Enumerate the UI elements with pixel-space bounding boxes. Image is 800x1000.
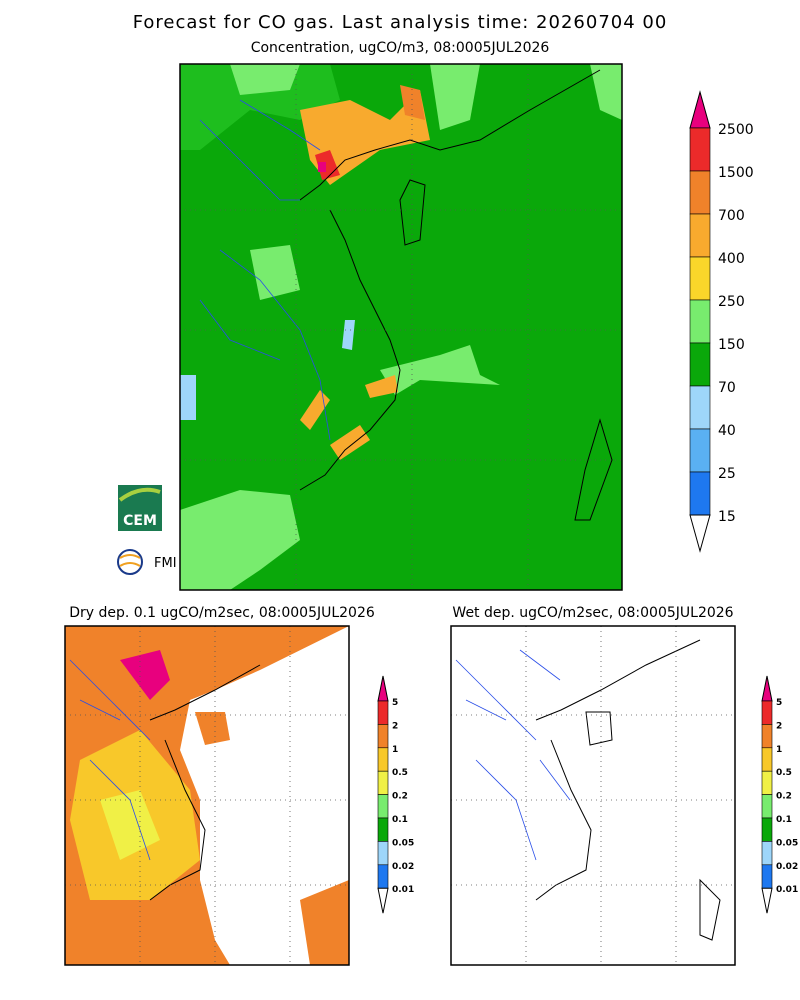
legend-label: 1 — [776, 745, 782, 755]
legend-swatch — [689, 213, 711, 258]
legend-label: 150 — [718, 337, 745, 353]
dry-deposition-map — [64, 625, 350, 966]
logo-text: CEM — [123, 513, 157, 529]
legend-label: 0.1 — [776, 815, 792, 825]
legend-swatch — [761, 841, 773, 866]
legend-swatch — [761, 864, 773, 889]
legend-label: 0.02 — [392, 862, 414, 872]
panel-title: Concentration, ugCO/m3, 08:0005JUL2026 — [251, 40, 550, 56]
legend-label: 70 — [718, 380, 736, 396]
legend-label: 40 — [718, 423, 736, 439]
legend-swatch — [377, 817, 389, 842]
legend-swatch — [761, 700, 773, 725]
legend-label: 2 — [776, 721, 782, 731]
fmi-logo: FMI — [117, 549, 177, 575]
legend-swatch — [689, 471, 711, 516]
legend-label: 5 — [776, 698, 782, 708]
legend-swatch — [377, 700, 389, 725]
legend-label: 250 — [718, 294, 745, 310]
legend-swatch — [377, 770, 389, 795]
legend-arrow-bottom — [689, 514, 711, 553]
legend-swatch — [761, 770, 773, 795]
page-title: Forecast for CO gas. Last analysis time:… — [133, 12, 668, 33]
legend-arrow-top — [377, 675, 389, 702]
legend-swatch — [689, 342, 711, 387]
legend-label: 2500 — [718, 122, 754, 138]
legend-label: 0.5 — [776, 768, 792, 778]
legend-swatch — [761, 747, 773, 772]
panel-title: Dry dep. 0.1 ugCO/m2sec, 08:0005JUL2026 — [69, 605, 375, 621]
legend-label: 1 — [392, 745, 398, 755]
legend-swatch — [377, 794, 389, 819]
legend-label: 0.01 — [392, 885, 414, 895]
legend-arrow-top — [689, 90, 711, 129]
legend-swatch — [689, 428, 711, 473]
legend-label: 0.02 — [776, 862, 798, 872]
legend-swatch — [761, 817, 773, 842]
legend-label: 0.05 — [392, 838, 414, 848]
concentration-map — [179, 63, 623, 591]
legend-label: 0.1 — [392, 815, 408, 825]
legend-label: 1500 — [718, 165, 754, 181]
legend-label: 5 — [392, 698, 398, 708]
wet-deposition-map — [450, 625, 736, 966]
logo-text: FMI — [154, 556, 177, 571]
panel-title: Wet dep. ugCO/m2sec, 08:0005JUL2026 — [452, 605, 733, 621]
legend-label: 15 — [718, 509, 736, 525]
legend-label: 0.2 — [392, 792, 408, 802]
legend-label: 25 — [718, 466, 736, 482]
legend-swatch — [689, 385, 711, 430]
legend-label: 0.01 — [776, 885, 798, 895]
legend-label: 2 — [392, 721, 398, 731]
legend-swatch — [689, 127, 711, 172]
legend-swatch — [761, 724, 773, 749]
legend-arrow-bottom — [377, 887, 389, 914]
legend-label: 400 — [718, 251, 745, 267]
cem-logo: CEM — [118, 485, 162, 531]
legend-swatch — [689, 299, 711, 344]
legend-swatch — [689, 256, 711, 301]
legend-swatch — [377, 864, 389, 889]
legend-swatch — [689, 170, 711, 215]
legend-label: 0.2 — [776, 792, 792, 802]
legend-arrow-bottom — [761, 887, 773, 914]
legend-swatch — [761, 794, 773, 819]
legend-label: 700 — [718, 208, 745, 224]
legend-swatch — [377, 724, 389, 749]
legend-arrow-top — [761, 675, 773, 702]
legend-label: 0.5 — [392, 768, 408, 778]
legend-swatch — [377, 747, 389, 772]
legend-swatch — [377, 841, 389, 866]
legend-label: 0.05 — [776, 838, 798, 848]
